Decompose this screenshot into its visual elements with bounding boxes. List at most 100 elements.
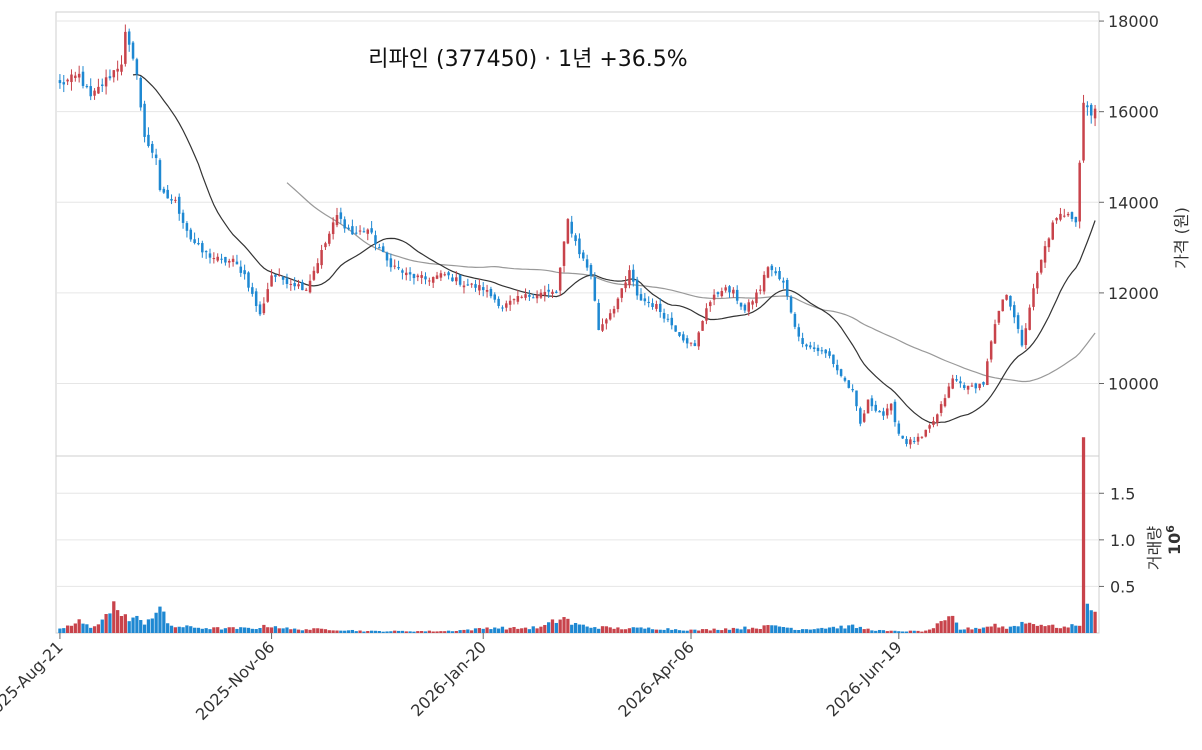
- volume-bar: [123, 614, 127, 633]
- volume-bar: [570, 624, 574, 633]
- candle-body: [1036, 272, 1039, 289]
- candle-body: [258, 304, 262, 315]
- volume-bar: [381, 631, 385, 633]
- volume-bar: [416, 631, 420, 633]
- candle-body: [204, 251, 208, 253]
- candle-body: [393, 265, 396, 267]
- volume-bar: [350, 629, 355, 633]
- candle-body: [847, 380, 851, 388]
- volume-bar: [935, 623, 939, 633]
- volume-bar: [597, 628, 601, 633]
- candle-body: [1051, 222, 1054, 240]
- candle-body: [608, 313, 612, 320]
- volume-bar: [423, 631, 428, 633]
- candle-body: [331, 222, 335, 235]
- candle-body: [855, 390, 858, 407]
- volume-bar: [666, 628, 670, 633]
- volume-axis-label: 거래량: [1145, 526, 1164, 570]
- volume-bar: [400, 630, 405, 633]
- volume-bar: [547, 622, 551, 633]
- candle-body: [455, 277, 458, 282]
- volume-bar: [643, 628, 647, 633]
- volume-bar: [293, 628, 297, 633]
- candle-body: [497, 298, 500, 307]
- volume-bar: [754, 628, 759, 633]
- volume-bar: [223, 628, 228, 633]
- volume-bar: [862, 629, 866, 633]
- candle-body: [1074, 216, 1078, 223]
- candle-body: [1005, 294, 1008, 300]
- volume-bar: [1020, 621, 1024, 633]
- volume-bar: [962, 629, 966, 633]
- volume-bar: [904, 631, 909, 633]
- volume-bar: [396, 630, 401, 633]
- volume-exponent-label: 106: [1164, 525, 1184, 555]
- candle-body: [151, 143, 154, 153]
- volume-bar: [92, 626, 97, 633]
- candle-body: [932, 421, 935, 426]
- candle-body: [835, 364, 839, 371]
- candle-body: [635, 279, 639, 296]
- candle-body: [343, 219, 346, 229]
- candle-body: [381, 246, 385, 253]
- candle-body: [678, 332, 681, 336]
- candle-body: [889, 403, 893, 411]
- volume-bar: [589, 627, 593, 633]
- candle-body: [74, 75, 77, 79]
- candle-body: [166, 189, 169, 199]
- candle-body: [328, 233, 331, 244]
- date-tick-label: 2026-Jun-19: [823, 637, 906, 720]
- candle-body: [185, 223, 189, 231]
- volume-bar: [647, 627, 651, 633]
- volume-bar: [881, 630, 886, 633]
- volume-bar: [724, 628, 728, 633]
- volume-bar: [639, 627, 643, 633]
- candle-body: [493, 294, 497, 300]
- candle-body: [1013, 305, 1016, 318]
- candle-body: [208, 253, 212, 258]
- volume-bar: [319, 628, 324, 633]
- candle-body: [832, 354, 835, 364]
- candle-body: [693, 343, 697, 347]
- volume-bar: [331, 630, 335, 633]
- candle-body: [274, 274, 277, 277]
- candle-body: [428, 280, 431, 282]
- candle-body: [582, 252, 585, 259]
- volume-bar: [69, 625, 74, 633]
- candle-body: [143, 103, 146, 137]
- volume-bar: [73, 623, 77, 633]
- volume-bar: [731, 627, 735, 633]
- candle-body: [1047, 238, 1051, 248]
- volume-bar: [747, 629, 751, 633]
- candle-body: [212, 258, 216, 260]
- volume-bar: [785, 627, 789, 633]
- volume-bar: [216, 627, 220, 633]
- candle-body: [170, 198, 173, 201]
- candle-body: [316, 263, 320, 273]
- volume-bar: [877, 629, 882, 633]
- candle-body: [135, 59, 139, 75]
- volume-bar: [85, 624, 89, 633]
- candle-body: [197, 243, 200, 245]
- volume-bar: [1093, 611, 1097, 633]
- volume-bar: [824, 628, 828, 633]
- volume-bar: [277, 628, 281, 633]
- volume-bar: [358, 630, 362, 633]
- volume-bar: [446, 630, 451, 633]
- volume-bar: [181, 627, 185, 633]
- volume-bar: [681, 630, 685, 633]
- candle-body: [739, 302, 743, 307]
- volume-bar: [851, 624, 855, 633]
- volume-bar: [512, 627, 516, 633]
- candle-body: [893, 401, 897, 423]
- volume-bar: [677, 630, 682, 633]
- volume-bar: [847, 625, 851, 633]
- candle-body: [220, 258, 223, 260]
- volume-bar: [281, 628, 285, 633]
- candle-body: [793, 313, 797, 327]
- candle-body: [939, 404, 943, 413]
- volume-bar: [835, 628, 839, 633]
- volume-bar: [789, 627, 793, 633]
- volume-bar: [131, 617, 135, 633]
- volume-bar: [346, 630, 351, 633]
